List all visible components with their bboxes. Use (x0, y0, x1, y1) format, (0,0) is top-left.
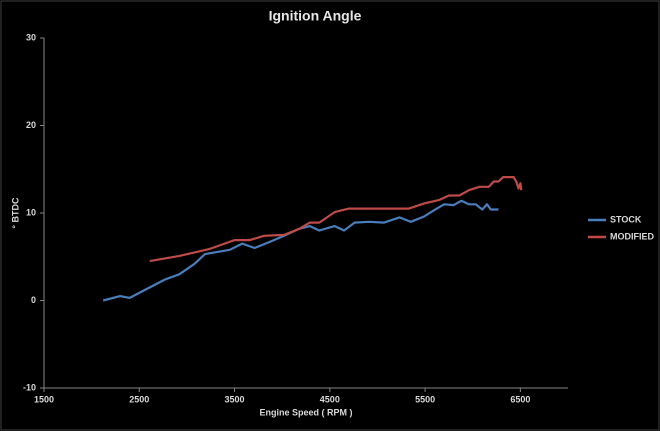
x-tick-label: 6500 (510, 394, 530, 404)
y-tick-label: 30 (26, 32, 36, 42)
y-axis-label: ° BTDC (10, 197, 20, 229)
x-tick-label: 2500 (129, 394, 149, 404)
x-axis-label: Engine Speed ( RPM ) (259, 407, 352, 417)
y-tick-label: 10 (26, 207, 36, 217)
x-tick-label: 1500 (34, 394, 54, 404)
y-tick-label: 0 (31, 295, 36, 305)
x-tick-label: 4500 (320, 394, 340, 404)
y-tick-label: -10 (23, 382, 36, 392)
legend-label: STOCK (610, 214, 642, 224)
y-tick-label: 20 (26, 120, 36, 130)
series-line (102, 199, 499, 302)
x-tick-label: 3500 (225, 394, 245, 404)
legend-label: MODIFIED (610, 231, 654, 241)
chart-title: Ignition Angle (269, 8, 362, 24)
x-tick-label: 5500 (415, 394, 435, 404)
series-line (149, 176, 523, 263)
